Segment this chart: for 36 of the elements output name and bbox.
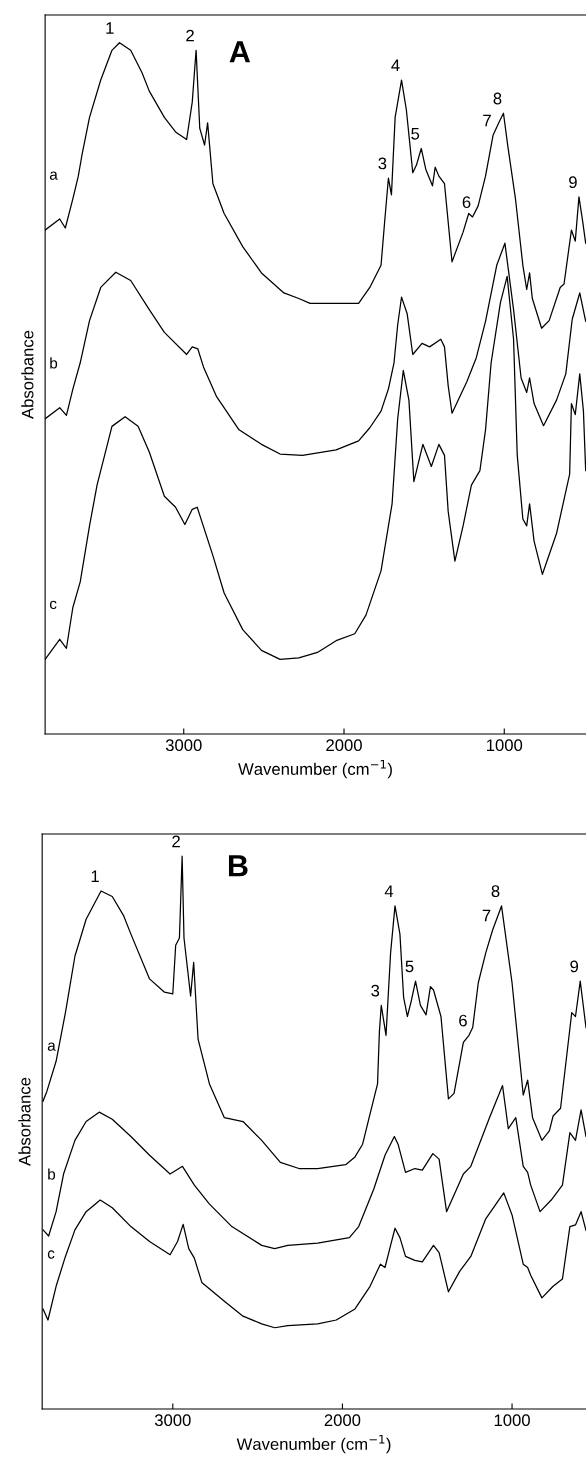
annotation: 1 [91, 870, 99, 882]
series-label: c [47, 1250, 55, 1259]
annotation: 2 [172, 835, 180, 848]
annotation: 9 [570, 960, 579, 973]
annotation: 9 [569, 176, 577, 189]
annotation: 6 [459, 1014, 467, 1027]
series-label: a [47, 1042, 56, 1051]
x-axis-title: Wavenumber (cm$^{−1}$) [238, 759, 392, 779]
annotation: 7 [482, 909, 491, 922]
annotation: 8 [493, 92, 502, 105]
annotation: 1 [106, 22, 114, 34]
x-tick-label: 3000 [154, 1414, 191, 1427]
y-axis-title: Absorbance [18, 1077, 31, 1166]
chart-title: B [228, 855, 248, 877]
series-label: b [50, 357, 58, 369]
annotation: 5 [405, 960, 414, 973]
x-tick-label: 3000 [165, 739, 202, 752]
y-axis-title: Absorbance [21, 330, 34, 419]
annotation: 5 [411, 128, 420, 140]
annotation: 4 [391, 59, 400, 72]
annotation: 8 [491, 885, 500, 898]
x-tick-label: 1000 [494, 1414, 530, 1427]
x-tick-label: 1000 [487, 739, 523, 752]
annotation: 4 [384, 885, 394, 897]
x-tick-label: 2000 [324, 1414, 361, 1427]
series-label: b [48, 1168, 56, 1180]
x-axis-title: Wavenumber (cm$^{−1}$) [236, 1434, 391, 1454]
annotation: 6 [462, 196, 471, 209]
annotation: 2 [186, 29, 194, 42]
annotation: 3 [378, 157, 387, 170]
chart-title: A [229, 41, 251, 63]
series-label: a [49, 171, 58, 180]
series-label: c [49, 600, 57, 610]
x-tick-label: 2000 [326, 739, 362, 752]
annotation: 3 [371, 984, 380, 997]
annotation: 7 [483, 114, 491, 127]
